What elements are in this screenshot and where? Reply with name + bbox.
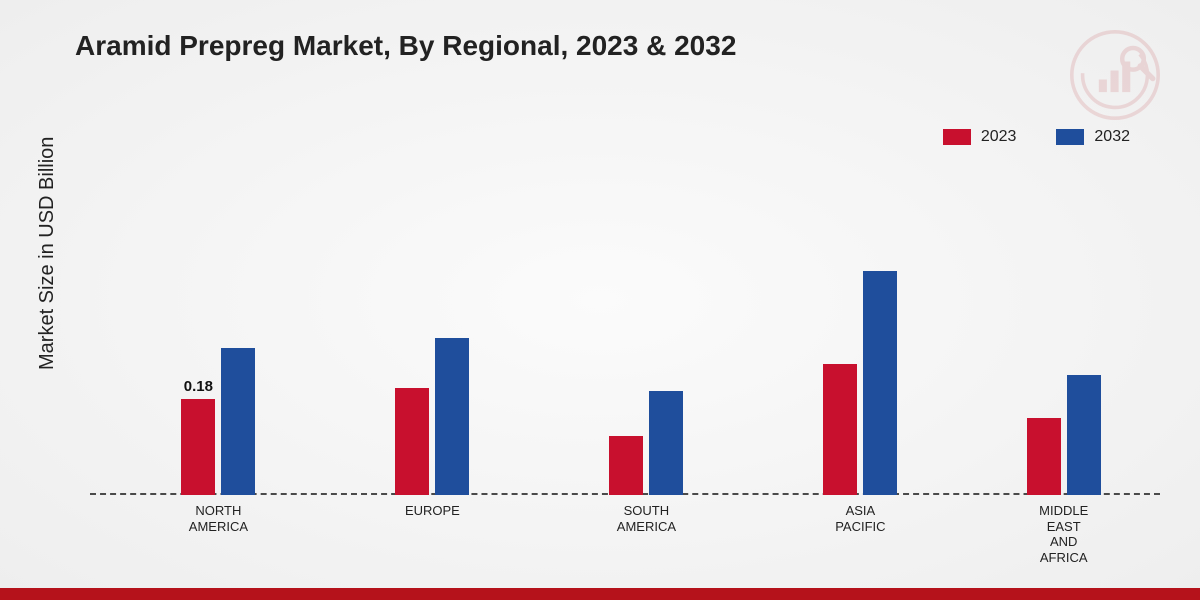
legend: 2023 2032 — [943, 128, 1130, 146]
category-label: ASIAPACIFIC — [835, 503, 885, 534]
legend-item-2023: 2023 — [943, 128, 1017, 146]
category-label: SOUTHAMERICA — [617, 503, 676, 534]
bar-group: MIDDLEEASTANDAFRICA — [1027, 375, 1101, 495]
category-label: NORTHAMERICA — [189, 503, 248, 534]
footer-bar — [0, 588, 1200, 600]
watermark-logo-icon — [1070, 30, 1160, 120]
legend-label-2032: 2032 — [1094, 128, 1130, 146]
y-axis-label: Market Size in USD Billion — [36, 137, 59, 370]
legend-label-2023: 2023 — [981, 128, 1017, 146]
bar-2032 — [649, 391, 683, 495]
bar-2032 — [435, 338, 469, 495]
legend-swatch-2023 — [943, 129, 971, 145]
bar-2023 — [1027, 418, 1061, 495]
bar-2032 — [863, 271, 897, 495]
chart-page: Aramid Prepreg Market, By Regional, 2023… — [0, 0, 1200, 600]
plot-area: 0.18NORTHAMERICA EUROPE SOUTHAMERICA ASIAPA… — [90, 175, 1160, 495]
bar-2023 — [823, 364, 857, 495]
chart-title: Aramid Prepreg Market, By Regional, 2023… — [75, 30, 736, 62]
bar-value-label: 0.18 — [181, 378, 215, 399]
bar-2023 — [395, 388, 429, 495]
bar-group: EUROPE — [395, 338, 469, 495]
bar-2032 — [1067, 375, 1101, 495]
bar-group: 0.18NORTHAMERICA — [181, 348, 255, 495]
category-label: EUROPE — [405, 503, 460, 519]
bar-2023 — [181, 399, 215, 495]
bar-group: ASIAPACIFIC — [823, 271, 897, 495]
category-label: MIDDLEEASTANDAFRICA — [1039, 503, 1088, 565]
bar-group: SOUTHAMERICA — [609, 391, 683, 495]
bar-2032 — [221, 348, 255, 495]
legend-item-2032: 2032 — [1056, 128, 1130, 146]
legend-swatch-2032 — [1056, 129, 1084, 145]
bar-2023 — [609, 436, 643, 495]
